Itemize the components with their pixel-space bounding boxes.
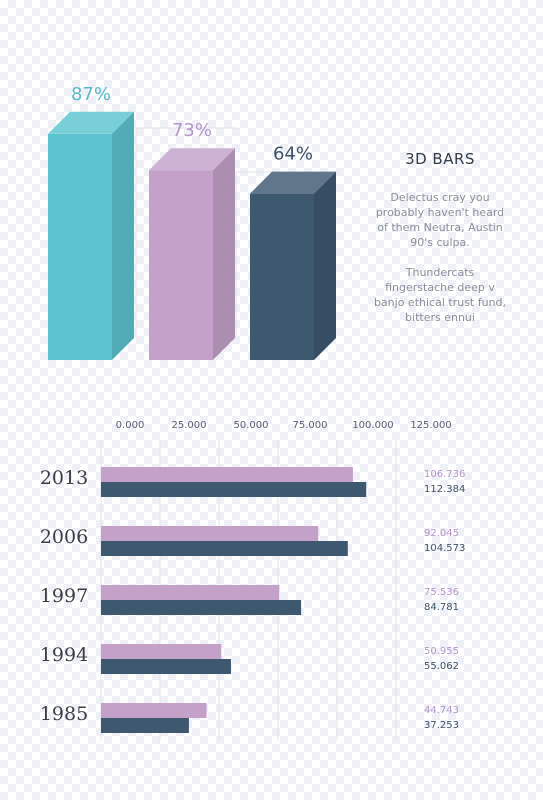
series2-value-label: 84.781	[424, 602, 459, 613]
bar3d-value-label: 64%	[273, 144, 313, 165]
series1-value-label: 106.736	[424, 469, 465, 480]
bar3d-side	[112, 111, 134, 360]
info-title: 3D BARS	[405, 150, 475, 168]
category-label: 1994	[40, 644, 88, 666]
info-paragraph-1: Delectus cray you probably haven't heard…	[375, 191, 505, 249]
series1-value-label: 75.536	[424, 587, 459, 598]
hbar-series2	[101, 659, 231, 674]
x-tick-label: 0.000	[116, 420, 145, 431]
x-tick-label: 100.000	[352, 420, 393, 431]
hbar-series2	[101, 718, 189, 733]
hbar-series1	[101, 644, 222, 659]
bar3d-backdrop	[135, 127, 238, 338]
info-panel: 3D BARS Delectus cray you probably haven…	[372, 150, 508, 340]
bar3d-front	[149, 170, 213, 360]
bar3d-top	[250, 171, 336, 194]
bar3d-value-label: 87%	[71, 84, 111, 105]
hbar-series1	[101, 585, 280, 600]
bar3d-front	[48, 133, 112, 360]
bar3d-top	[149, 148, 235, 171]
x-tick-label: 75.000	[293, 420, 328, 431]
x-tick-label: 50.000	[234, 420, 269, 431]
series1-value-label: 44.743	[424, 705, 459, 716]
x-tick-label: 25.000	[172, 420, 207, 431]
hbar-series2	[101, 541, 348, 556]
series2-value-label: 104.573	[424, 543, 465, 554]
hbar-series1	[101, 703, 207, 718]
bar3d-front	[250, 193, 314, 360]
series1-value-label: 92.045	[424, 528, 459, 539]
bar3d-top	[48, 111, 134, 134]
info-paragraph-2: Thundercats fingerstache deep v banjo et…	[373, 266, 507, 324]
bar3d-side	[314, 171, 336, 360]
bar3d-value-label: 73%	[172, 120, 212, 141]
bar3d-side	[213, 148, 235, 360]
series2-value-label: 112.384	[424, 484, 465, 495]
series2-value-label: 55.062	[424, 661, 459, 672]
hbar-series1	[101, 467, 353, 482]
category-label: 2013	[40, 467, 88, 489]
series2-value-label: 37.253	[424, 720, 459, 731]
hbar-series2	[101, 482, 367, 497]
hbar-series2	[101, 600, 302, 615]
x-tick-label: 125.000	[410, 420, 451, 431]
category-label: 1997	[40, 585, 88, 607]
hbar-series1	[101, 526, 319, 541]
series1-value-label: 50.955	[424, 646, 459, 657]
category-label: 2006	[40, 526, 88, 548]
category-label: 1985	[40, 703, 88, 725]
